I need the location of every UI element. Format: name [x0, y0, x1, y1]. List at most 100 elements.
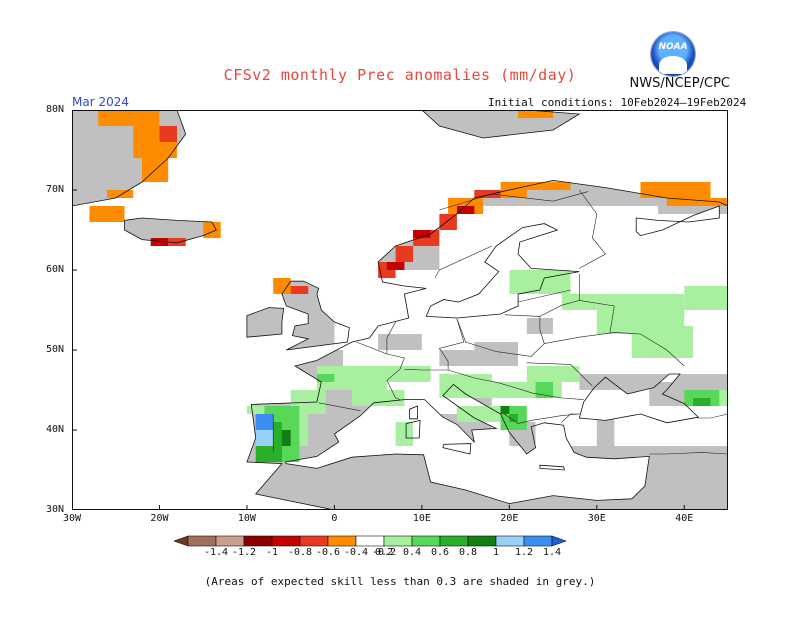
country-border	[649, 452, 728, 455]
country-border	[544, 332, 685, 367]
anomaly-map	[72, 110, 728, 510]
coast-baltic	[425, 223, 580, 319]
coast-britain	[281, 280, 350, 351]
light-green-cell	[561, 294, 597, 310]
y-tick-label: 50N	[46, 344, 65, 355]
y-tick-label: 70N	[46, 184, 65, 195]
low-skill-cell	[579, 374, 623, 390]
x-tick-label: 40E	[675, 513, 694, 524]
country-border	[448, 369, 584, 400]
red-cell	[159, 126, 177, 142]
legend-swatch	[495, 535, 525, 547]
low-skill-cell	[378, 334, 422, 350]
color-legend	[174, 535, 567, 547]
coast-iceland	[124, 217, 217, 244]
legend-label: -1	[265, 547, 279, 558]
coast-whitesea	[635, 205, 720, 237]
light-green-cell	[378, 366, 431, 382]
legend-swatch	[215, 535, 245, 547]
coast-mediterranean	[284, 383, 650, 505]
mid-green-cell	[693, 398, 711, 406]
legend-label: 0.2	[374, 547, 394, 558]
country-border	[579, 189, 606, 269]
dark-red-cell	[150, 238, 169, 246]
legend-label: -0.8	[287, 547, 313, 558]
legend-swatch	[383, 535, 413, 547]
coast-corsica	[409, 405, 418, 420]
dark-red-cell	[413, 230, 431, 238]
legend-label: 1.2	[514, 547, 534, 558]
legend-swatch	[467, 535, 497, 547]
mid-green-cell	[509, 414, 518, 422]
legend-label: 1.4	[542, 547, 562, 558]
legend-label: -1.4	[203, 547, 229, 558]
x-tick-label: 0	[331, 513, 338, 524]
red-cell	[168, 238, 186, 246]
country-border	[503, 413, 580, 424]
light-green-cell	[684, 286, 728, 310]
x-tick-label: 30E	[587, 513, 606, 524]
orange-cell	[203, 222, 221, 238]
orange-cell	[98, 110, 160, 126]
legend-label: -0.6	[315, 547, 341, 558]
country-border	[434, 245, 492, 279]
orange-cell	[273, 278, 291, 294]
land-ireland	[246, 307, 284, 338]
noaa-logo: NOAA	[651, 32, 695, 76]
legend-swatch	[439, 535, 469, 547]
legend-swatch	[411, 535, 441, 547]
country-border	[539, 274, 580, 317]
legend-swatch	[523, 535, 553, 547]
agency-label: NWS/NCEP/CPC	[629, 76, 730, 91]
coast-mainland	[246, 179, 728, 510]
land-britain	[281, 281, 350, 350]
dark-red-cell	[456, 206, 475, 214]
x-tick-label: 30W	[62, 513, 82, 524]
legend-label: 0.4	[402, 547, 422, 558]
x-tick-label: 10W	[237, 513, 256, 524]
chart-title: CFSv2 monthly Prec anomalies (mm/day)	[0, 66, 800, 84]
legend-label: 0.6	[430, 547, 450, 558]
axis-ticks	[72, 110, 685, 510]
coast-crete	[539, 464, 565, 471]
country-border	[404, 318, 465, 371]
coast-greenland	[72, 110, 187, 207]
low-skill-cell	[474, 342, 518, 366]
red-cell	[439, 214, 457, 230]
map-frame	[72, 110, 728, 510]
country-border	[386, 321, 396, 354]
neutral-cell	[570, 214, 728, 270]
x-tick-label: 20E	[500, 513, 519, 524]
light-green-cell	[395, 422, 414, 446]
orange-cell	[89, 206, 125, 222]
country-border	[579, 300, 615, 334]
red-cell	[290, 286, 309, 294]
legend-swatch	[299, 535, 329, 547]
orange-cell	[518, 110, 554, 118]
coast-svalbard	[421, 110, 581, 139]
low-skill-cell	[439, 350, 475, 366]
x-tick-label: 20W	[150, 513, 169, 524]
y-tick-label: 60N	[46, 264, 65, 275]
country-border	[526, 362, 593, 387]
legend-swatch	[243, 535, 273, 547]
country-border	[697, 413, 728, 419]
country-border	[456, 314, 545, 357]
country-border	[318, 402, 361, 412]
legend-label: -0.4	[343, 547, 369, 558]
dark-red-cell	[386, 262, 405, 270]
noaa-gull-shape	[659, 56, 687, 74]
legend-swatch	[187, 535, 217, 547]
legend-arrow-right	[551, 535, 567, 547]
coast-ireland	[246, 307, 285, 338]
legend-label: 1	[492, 547, 500, 558]
coast-sardinia	[405, 419, 421, 439]
blue-cell	[255, 414, 274, 430]
orange-cell	[107, 190, 134, 198]
forecast-month: Mar 2024	[72, 95, 129, 109]
country-border	[561, 413, 580, 423]
country-border	[518, 289, 571, 303]
orange-cell	[666, 198, 728, 206]
red-cell	[395, 246, 414, 262]
light-green-cell	[526, 366, 580, 382]
